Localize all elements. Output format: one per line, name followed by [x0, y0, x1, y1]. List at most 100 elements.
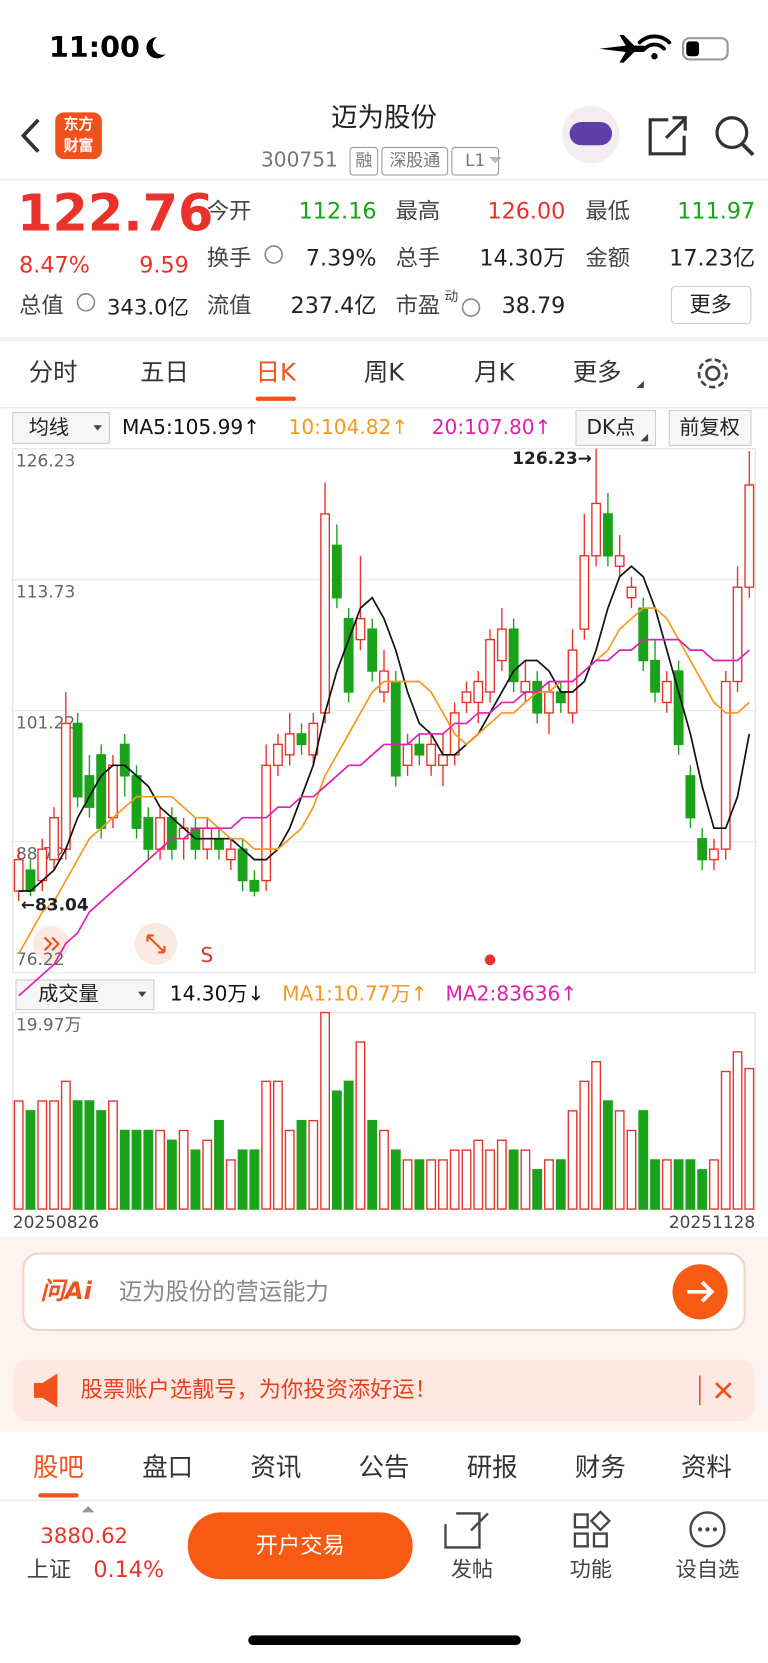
volume-bar: [25, 1110, 36, 1210]
volume-bar: [602, 1100, 613, 1210]
event-dot: [484, 954, 496, 966]
field-label: 总值: [19, 293, 64, 319]
volume-bar: [190, 1149, 201, 1210]
close-banner[interactable]: [715, 1382, 732, 1399]
candle-body: [155, 817, 166, 850]
indicator-label[interactable]: 均线: [29, 415, 69, 439]
candle-body: [591, 502, 602, 557]
period-tab[interactable]: 更多: [573, 357, 622, 386]
candle-body: [532, 680, 543, 714]
moon-icon: [146, 37, 166, 59]
fullscreen-icon: [146, 934, 166, 954]
candle-body: [461, 691, 472, 704]
volume-bar: [367, 1119, 378, 1210]
section-tab[interactable]: 研报: [467, 1453, 518, 1483]
candle-body: [555, 691, 566, 704]
ai-box[interactable]: [22, 1252, 746, 1332]
candle-body: [49, 817, 59, 861]
action-label[interactable]: 功能: [570, 1558, 612, 1583]
candle-body: [520, 680, 531, 693]
action-label[interactable]: 设自选: [676, 1558, 740, 1583]
volume-bar: [449, 1149, 460, 1210]
volume-bar: [379, 1129, 389, 1210]
section-tab[interactable]: 股吧: [33, 1453, 84, 1483]
volume-bar: [437, 1159, 448, 1210]
section-tab[interactable]: 资讯: [250, 1453, 301, 1483]
candle-body: [626, 586, 637, 599]
volume-bar: [390, 1149, 401, 1210]
tag-box: [381, 146, 449, 176]
period-tab[interactable]: 分时: [29, 357, 78, 386]
volume-bar: [638, 1110, 649, 1210]
volume-bar: [591, 1061, 602, 1210]
candle-body: [331, 544, 342, 599]
volume-select[interactable]: [15, 979, 155, 1011]
wifi-dot: [651, 53, 658, 60]
volume-bar: [744, 1067, 755, 1210]
candle-body: [650, 659, 660, 693]
index-arrow: [81, 1506, 95, 1513]
field-value: 112.16: [299, 199, 377, 225]
trade-label[interactable]: 开户交易: [256, 1533, 345, 1559]
indicator-select[interactable]: [12, 412, 110, 444]
volume-label[interactable]: 成交量: [38, 981, 98, 1005]
period-tab[interactable]: 日K: [256, 357, 297, 386]
candle-body: [308, 722, 319, 756]
adjust-button[interactable]: [668, 409, 752, 446]
volume-bar: [225, 1159, 236, 1210]
back-button[interactable]: [20, 118, 40, 153]
adjust-label[interactable]: 前复权: [679, 415, 739, 439]
candle-body: [720, 680, 731, 850]
field-label: 最低: [586, 199, 631, 225]
y-tick-label: 19.97万: [16, 1015, 82, 1035]
more-label[interactable]: 更多: [689, 292, 731, 317]
candle-body: [320, 513, 331, 714]
tag: 融: [355, 150, 372, 170]
dk-label[interactable]: DK点: [587, 415, 636, 439]
divider: [0, 179, 768, 181]
search-button[interactable]: [715, 116, 749, 150]
banner[interactable]: [12, 1359, 756, 1422]
volume-bar: [685, 1159, 696, 1210]
candle-body: [13, 858, 24, 892]
candle-body: [131, 775, 142, 829]
period-tab[interactable]: 五日: [140, 357, 189, 386]
index-name: 上证: [27, 1557, 72, 1583]
period-tab[interactable]: 周K: [364, 357, 405, 386]
candle-body: [108, 764, 118, 819]
period-tab[interactable]: 月K: [474, 357, 515, 386]
low-annotation: ←83.04: [21, 894, 89, 914]
volume-bar: [166, 1139, 177, 1210]
volume-bar: [555, 1159, 566, 1210]
ma-line: [18, 638, 750, 997]
section-tab[interactable]: 财务: [575, 1453, 626, 1483]
volume-bar: [567, 1110, 578, 1210]
volume-bar: [108, 1100, 118, 1210]
volume-bar: [249, 1149, 260, 1210]
more-button[interactable]: [670, 285, 752, 325]
section-tab[interactable]: 盘口: [142, 1453, 193, 1483]
y-tick-label: 113.73: [16, 581, 75, 601]
section-tab[interactable]: 资料: [681, 1453, 732, 1483]
dots: [697, 1527, 718, 1532]
y-tick-label: 126.23: [16, 450, 75, 470]
volume-bar: [614, 1110, 625, 1210]
section-tab[interactable]: 公告: [359, 1453, 410, 1483]
field-value: 111.97: [677, 199, 755, 225]
volume-bar: [414, 1159, 425, 1210]
share-button[interactable]: [648, 116, 687, 156]
volume-bar: [532, 1169, 543, 1210]
clock: 11:00: [49, 30, 140, 64]
banner-divider: [698, 1375, 701, 1406]
field-value: 343.0亿: [107, 296, 189, 321]
action-label[interactable]: 发帖: [451, 1558, 493, 1583]
settings-button[interactable]: [697, 358, 728, 389]
candle-body: [367, 628, 378, 672]
wifi-icon: [637, 34, 672, 51]
trade-button[interactable]: [187, 1512, 413, 1580]
field-value: 126.00: [487, 199, 565, 225]
candle-body: [496, 628, 507, 662]
home-indicator: [248, 1635, 521, 1645]
volume-bar: [331, 1090, 342, 1210]
candle-body: [426, 743, 437, 767]
